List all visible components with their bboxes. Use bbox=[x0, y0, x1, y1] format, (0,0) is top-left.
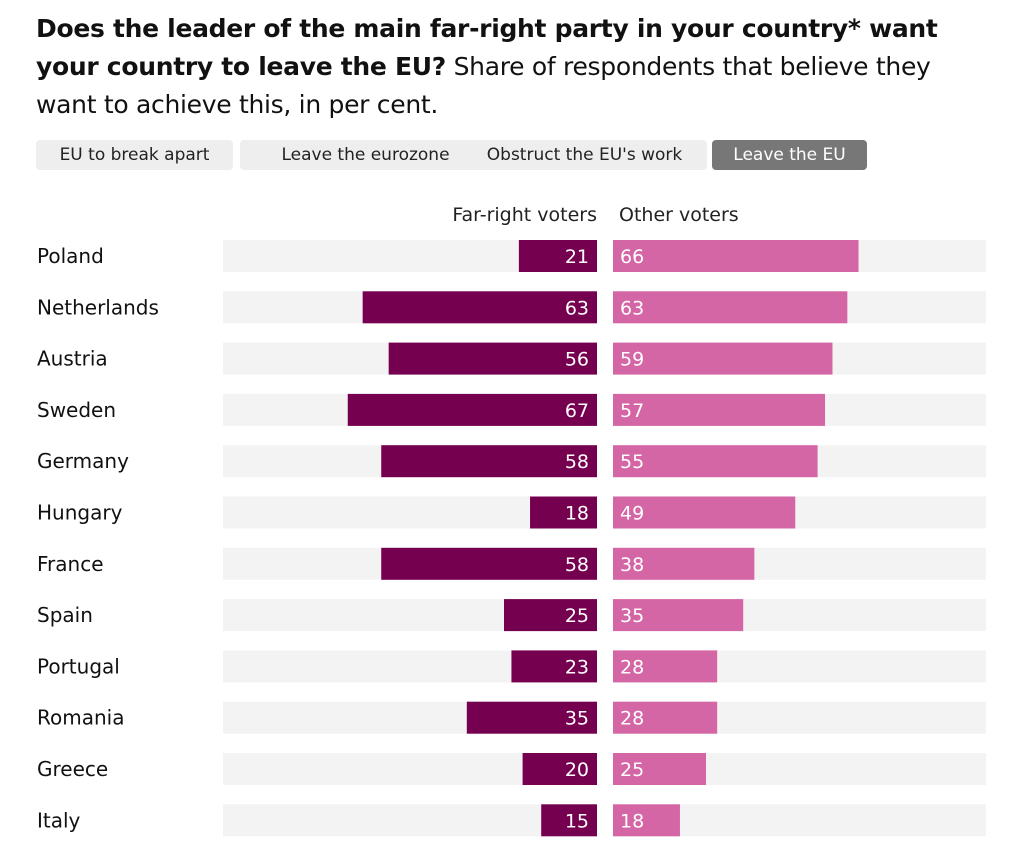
bar-other bbox=[613, 547, 755, 580]
value-other: 28 bbox=[620, 708, 644, 730]
country-label: Austria bbox=[37, 347, 108, 371]
tab-leave-the-eurozone[interactable]: Leave the eurozone bbox=[240, 140, 491, 170]
track-far-right bbox=[223, 804, 597, 837]
value-far-right: 20 bbox=[565, 759, 589, 781]
value-other: 18 bbox=[620, 810, 644, 832]
bar-far-right bbox=[511, 650, 597, 683]
value-far-right: 23 bbox=[565, 656, 589, 678]
value-other: 38 bbox=[620, 554, 644, 576]
legend-far-right-voters: Far-right voters bbox=[452, 204, 597, 226]
bar-other bbox=[613, 291, 848, 324]
bar-far-right bbox=[541, 804, 597, 837]
value-far-right: 56 bbox=[565, 349, 589, 371]
title-subtitle: Share of respondents that believe they w… bbox=[36, 52, 931, 119]
country-label: Germany bbox=[37, 449, 129, 473]
value-far-right: 67 bbox=[565, 400, 589, 422]
country-label: Sweden bbox=[37, 398, 116, 422]
bar-other bbox=[613, 701, 718, 734]
value-other: 28 bbox=[620, 656, 644, 678]
value-far-right: 15 bbox=[565, 810, 589, 832]
value-far-right: 25 bbox=[565, 605, 589, 627]
country-label: Romania bbox=[37, 706, 124, 730]
bar-other bbox=[613, 753, 706, 785]
value-far-right: 21 bbox=[565, 246, 589, 268]
bar-far-right bbox=[381, 547, 597, 580]
value-other: 55 bbox=[620, 451, 644, 473]
bar-far-right bbox=[347, 393, 597, 426]
legend-other-voters: Other voters bbox=[619, 204, 739, 226]
tab-leave-the-eu[interactable]: Leave the EU bbox=[712, 140, 867, 170]
bar-far-right bbox=[518, 240, 597, 272]
tab-obstruct-eu-work[interactable]: Obstruct the EU's work bbox=[462, 140, 707, 170]
value-other: 25 bbox=[620, 759, 644, 781]
value-far-right: 58 bbox=[565, 554, 589, 576]
value-other: 59 bbox=[620, 349, 644, 371]
bar-far-right bbox=[381, 445, 597, 478]
value-other: 49 bbox=[620, 503, 644, 525]
value-other: 57 bbox=[620, 400, 644, 422]
value-far-right: 63 bbox=[565, 297, 589, 319]
bar-far-right bbox=[388, 342, 597, 375]
bar-other bbox=[613, 804, 680, 837]
bar-other bbox=[613, 445, 818, 478]
value-other: 63 bbox=[620, 297, 644, 319]
bar-other bbox=[613, 650, 718, 683]
bar-other bbox=[613, 599, 744, 632]
bar-far-right bbox=[362, 291, 597, 324]
bar-far-right bbox=[530, 496, 597, 529]
chart-title: Does the leader of the main far-right pa… bbox=[36, 10, 996, 124]
value-far-right: 58 bbox=[565, 451, 589, 473]
country-label: Spain bbox=[37, 603, 93, 627]
bar-other bbox=[613, 496, 796, 529]
value-far-right: 35 bbox=[565, 708, 589, 730]
bar-far-right bbox=[466, 701, 597, 734]
country-label: Greece bbox=[37, 757, 108, 781]
bar-other bbox=[613, 393, 826, 426]
title-question: Does the leader of the main far-right pa… bbox=[36, 14, 938, 81]
country-label: Portugal bbox=[37, 654, 120, 678]
country-label: Netherlands bbox=[37, 295, 159, 319]
bar-other bbox=[613, 240, 859, 272]
country-label: Hungary bbox=[37, 501, 123, 525]
country-label: France bbox=[37, 552, 104, 576]
bar-far-right bbox=[522, 753, 597, 785]
value-far-right: 18 bbox=[565, 503, 589, 525]
value-other: 35 bbox=[620, 605, 644, 627]
value-other: 66 bbox=[620, 246, 644, 268]
country-label: Poland bbox=[37, 244, 104, 268]
tab-eu-to-break-apart[interactable]: EU to break apart bbox=[36, 140, 233, 170]
country-label: Italy bbox=[37, 808, 81, 832]
bar-other bbox=[613, 342, 833, 375]
bar-far-right bbox=[504, 599, 597, 632]
